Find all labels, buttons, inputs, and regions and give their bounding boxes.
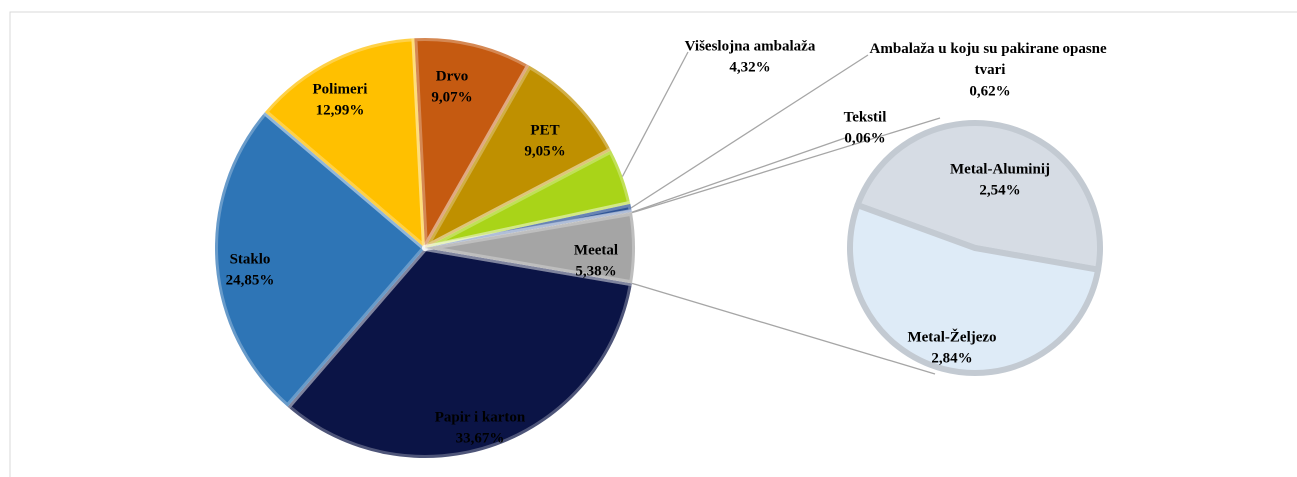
data-label: 5,38%: [575, 263, 616, 279]
leader-line: [621, 51, 689, 177]
pie-slice: [411, 35, 533, 251]
data-label: Tekstil: [844, 109, 887, 125]
data-label: Meetal: [574, 242, 618, 258]
pie-slice: [261, 35, 428, 251]
data-label: 33,67%: [456, 430, 505, 446]
data-label: Staklo: [230, 251, 271, 267]
data-label: 2,54%: [979, 182, 1020, 198]
leader-line: [630, 54, 869, 209]
data-label: Ambalaža u koju su pakirane opasne tvari: [870, 41, 1111, 78]
data-label: Višeslojna ambalaža: [685, 38, 816, 54]
connector-line: [631, 282, 936, 375]
pie-slice: [422, 62, 614, 251]
data-label: Metal-Aluminij: [950, 161, 1050, 177]
data-label: Papir i karton: [435, 409, 526, 425]
leader-line: [631, 137, 846, 213]
pie-slice: [212, 109, 428, 410]
data-label: 12,99%: [316, 102, 365, 118]
data-label: 0,62%: [969, 83, 1010, 99]
data-label: PET: [530, 122, 559, 138]
frame: [9, 11, 1297, 477]
data-label: 2,84%: [931, 350, 972, 366]
data-label: 9,05%: [524, 143, 565, 159]
pie-slice: [422, 147, 634, 251]
pie-slice: [422, 209, 638, 287]
data-label: 0,06%: [844, 130, 885, 146]
data-label: Polimeri: [313, 81, 368, 97]
secondary-slice: [854, 120, 1103, 273]
data-label: 4,32%: [729, 59, 770, 75]
data-label: 9,07%: [431, 89, 472, 105]
data-label: 24,85%: [226, 272, 275, 288]
data-label: Metal-Željezo: [907, 328, 996, 345]
data-label: Drvo: [436, 68, 469, 84]
connector-line: [631, 117, 941, 214]
secondary-slice: [847, 202, 1102, 377]
pie-slice: [284, 245, 636, 461]
